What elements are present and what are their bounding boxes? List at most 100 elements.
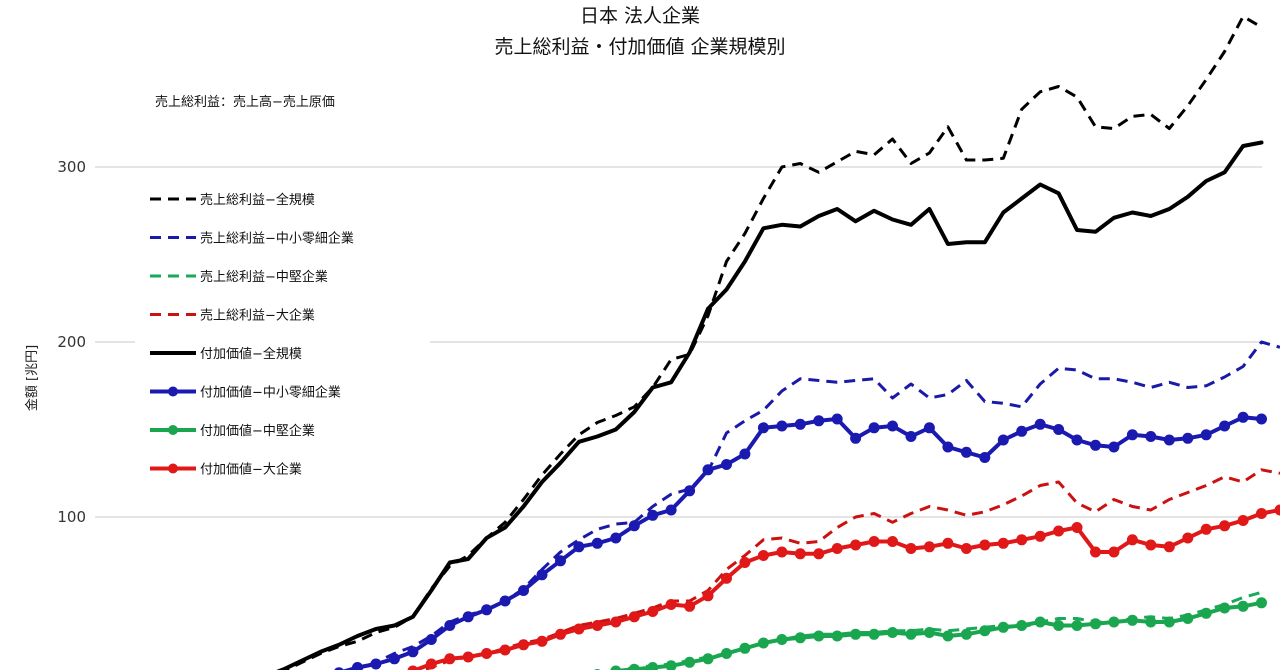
data-point	[1163, 434, 1175, 446]
data-point	[721, 459, 732, 470]
data-point	[1108, 546, 1120, 558]
data-point	[573, 541, 585, 553]
data-point	[1034, 418, 1046, 430]
data-point	[794, 418, 806, 430]
data-point	[1145, 616, 1157, 628]
data-point	[1182, 432, 1194, 444]
data-point	[1145, 539, 1157, 551]
data-point	[1256, 508, 1267, 519]
data-point	[407, 646, 419, 658]
data-point	[1071, 434, 1083, 446]
data-point	[1219, 420, 1231, 432]
series-line	[276, 140, 1264, 670]
legend-label: 付加価値−中堅企業	[200, 423, 315, 439]
data-point	[997, 537, 1009, 549]
series-0	[282, 15, 1263, 670]
data-point	[1126, 429, 1138, 441]
data-point	[1163, 616, 1175, 628]
legend-label: 売上総利益−大企業	[200, 308, 315, 324]
legend-label: 付加価値−全規模	[200, 346, 302, 362]
data-point	[997, 434, 1009, 446]
data-point	[425, 658, 437, 670]
data-point	[1034, 530, 1046, 542]
chart-subtitle: 売上総利益・付加価値 企業規模別	[494, 36, 785, 58]
series-line	[282, 15, 1263, 670]
data-point	[481, 604, 493, 616]
data-point	[1126, 534, 1138, 546]
legend-item: 付加価値−中堅企業	[150, 423, 315, 439]
data-point	[887, 627, 898, 638]
data-point	[1237, 600, 1249, 612]
data-point	[462, 651, 474, 663]
series-line	[417, 468, 1280, 670]
y-axis-ticks: 100 200 300	[57, 158, 86, 526]
data-point	[905, 543, 917, 554]
series-4	[276, 140, 1264, 670]
legend-item: 売上総利益−全規模	[150, 192, 315, 208]
data-point	[813, 630, 825, 642]
data-point	[499, 644, 511, 656]
data-point	[610, 616, 622, 628]
legend-label: 付加価値−中小零細企業	[200, 385, 341, 401]
legend-item: 売上総利益−大企業	[150, 308, 315, 324]
data-point	[518, 639, 529, 651]
data-point	[1163, 541, 1175, 553]
data-point	[518, 585, 529, 596]
data-point	[1256, 413, 1267, 425]
series-layer	[276, 15, 1280, 670]
data-point	[979, 625, 991, 637]
data-point	[813, 548, 825, 560]
data-point	[887, 420, 898, 432]
y-tick-label: 200	[57, 333, 86, 351]
data-point	[923, 422, 935, 434]
data-point	[1108, 441, 1120, 453]
legend-item: 売上総利益−中堅企業	[150, 269, 328, 285]
data-point	[1108, 616, 1120, 628]
legend-item: 売上総利益−中小零細企業	[150, 231, 354, 247]
data-point	[721, 648, 732, 659]
data-point	[536, 635, 548, 647]
data-point	[591, 620, 603, 631]
data-point	[739, 557, 751, 568]
data-point	[684, 656, 696, 668]
data-point	[739, 642, 751, 654]
data-point	[334, 667, 344, 670]
legend-label: 付加価値−大企業	[200, 462, 302, 478]
data-point	[702, 464, 714, 476]
data-point	[628, 663, 640, 670]
data-point	[850, 539, 862, 551]
data-point	[684, 600, 696, 612]
legend: 売上総利益−全規模売上総利益−中小零細企業売上総利益−中堅企業売上総利益−大企業…	[150, 192, 354, 478]
series-7	[407, 504, 1280, 670]
data-point	[370, 658, 382, 670]
series-line	[349, 340, 1280, 670]
data-point	[997, 621, 1009, 633]
data-point	[647, 662, 659, 670]
data-point	[1274, 504, 1280, 516]
data-point	[1219, 520, 1231, 532]
data-point	[960, 543, 972, 554]
data-point	[831, 413, 843, 425]
data-point	[444, 653, 456, 665]
data-point	[757, 637, 769, 649]
data-point	[1182, 532, 1194, 544]
series-5	[334, 411, 1267, 670]
data-point	[868, 536, 880, 547]
data-point	[665, 504, 677, 516]
data-point	[1237, 515, 1249, 526]
legend-label: 売上総利益−中小零細企業	[200, 231, 354, 247]
legend-label: 売上総利益−中堅企業	[200, 269, 328, 285]
data-point	[739, 448, 751, 460]
data-point	[831, 543, 843, 554]
data-point	[887, 536, 898, 547]
data-point	[684, 485, 696, 497]
data-point	[868, 628, 880, 640]
data-point	[1237, 411, 1249, 423]
data-point	[536, 569, 548, 581]
data-point	[960, 446, 972, 458]
legend-marker	[168, 425, 178, 435]
data-point	[960, 628, 972, 640]
data-point	[1090, 439, 1101, 451]
data-point	[776, 420, 788, 432]
